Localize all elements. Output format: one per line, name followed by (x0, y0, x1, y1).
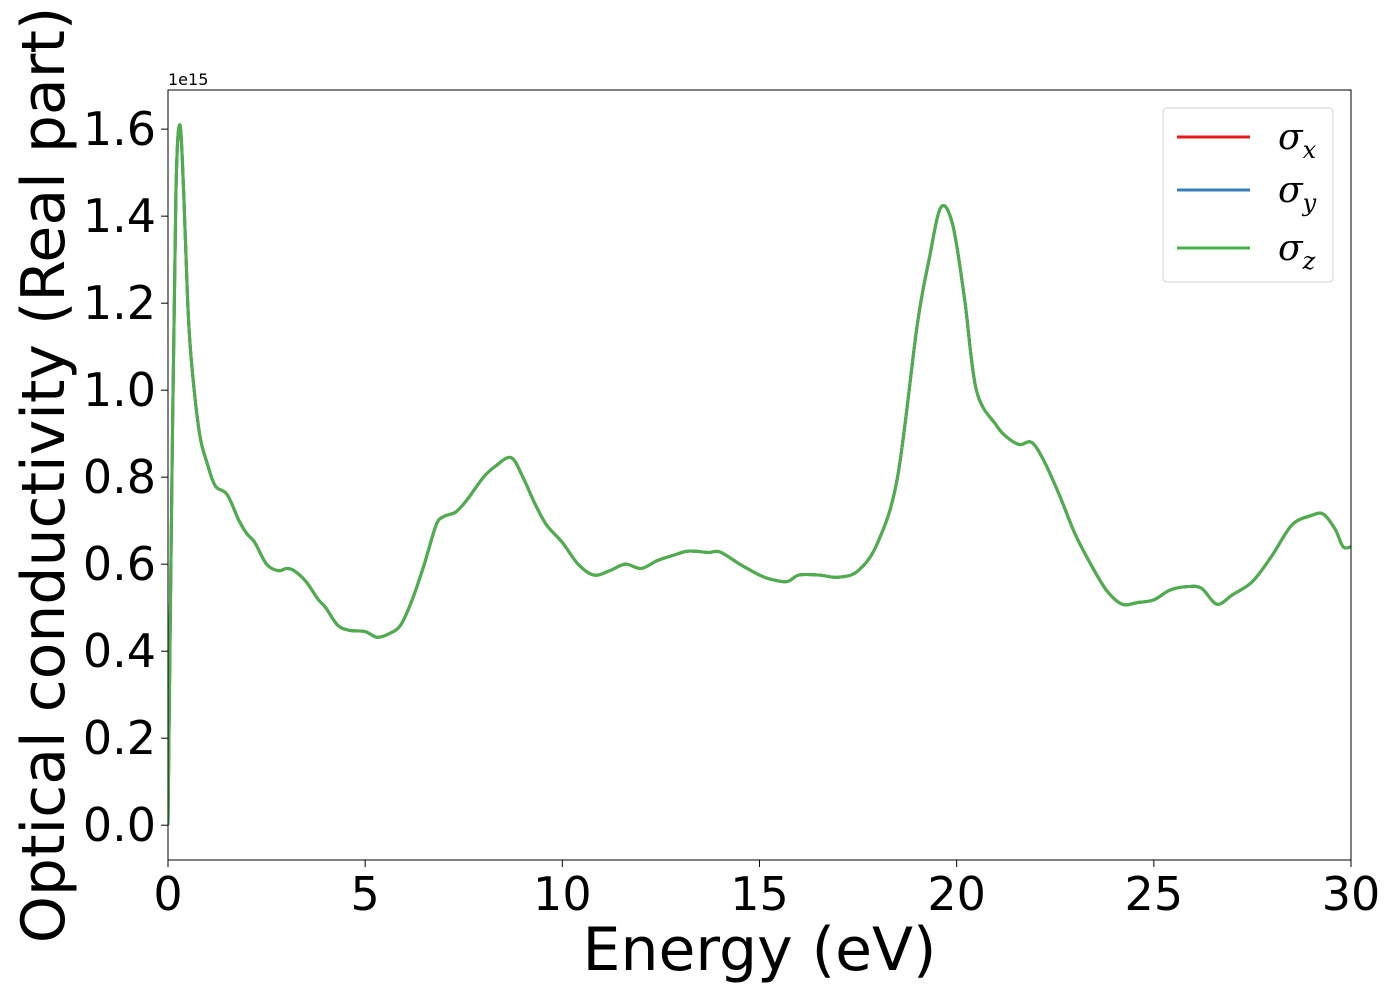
x-tick-label: 25 (1125, 867, 1184, 921)
y-tick-label: 1.4 (83, 189, 156, 243)
ticks-layer: 0 5 10 15 20 25 30 0.0 0.2 0.4 0.6 0.8 1.0 1.2 1.4 1.6 (83, 102, 1380, 921)
legend-symbol: σ (1278, 170, 1304, 211)
x-tick-label: 20 (927, 867, 986, 921)
legend-symbol: σ (1278, 117, 1304, 158)
legend-label-x: σx (1278, 117, 1317, 164)
y-offset-label: 1e15 (168, 70, 208, 89)
series-lines (168, 123, 1351, 826)
x-axis-label: Energy (eV) (583, 915, 937, 985)
legend-box (1162, 107, 1334, 283)
y-tick-label: 1.2 (83, 276, 156, 330)
y-tick-label: 0.6 (83, 537, 156, 591)
legend-label-y: σy (1278, 170, 1317, 217)
y-axis-label: Optical conductivity (Real part) (9, 7, 79, 944)
legend-subscript: z (1302, 247, 1316, 275)
plot-frame (167, 89, 1352, 861)
series-line-z (168, 123, 1351, 826)
y-tick-label: 0.8 (83, 450, 156, 504)
y-tick-label: 0.2 (83, 711, 156, 765)
y-tick-label: 1.0 (83, 363, 156, 417)
y-tick-label: 1.6 (83, 102, 156, 156)
x-tick-label: 15 (730, 867, 789, 921)
x-tick-label: 0 (153, 867, 182, 921)
x-tick-label: 10 (533, 867, 592, 921)
y-tick-label: 0.4 (83, 624, 156, 678)
y-tick-label: 0.0 (83, 798, 156, 852)
legend-symbol: σ (1278, 228, 1304, 269)
x-tick-label: 30 (1322, 867, 1381, 921)
x-tick-label: 5 (351, 867, 380, 921)
legend-subscript: y (1302, 189, 1317, 217)
legend-label-z: σz (1278, 228, 1316, 275)
legend-subscript: x (1303, 136, 1317, 164)
